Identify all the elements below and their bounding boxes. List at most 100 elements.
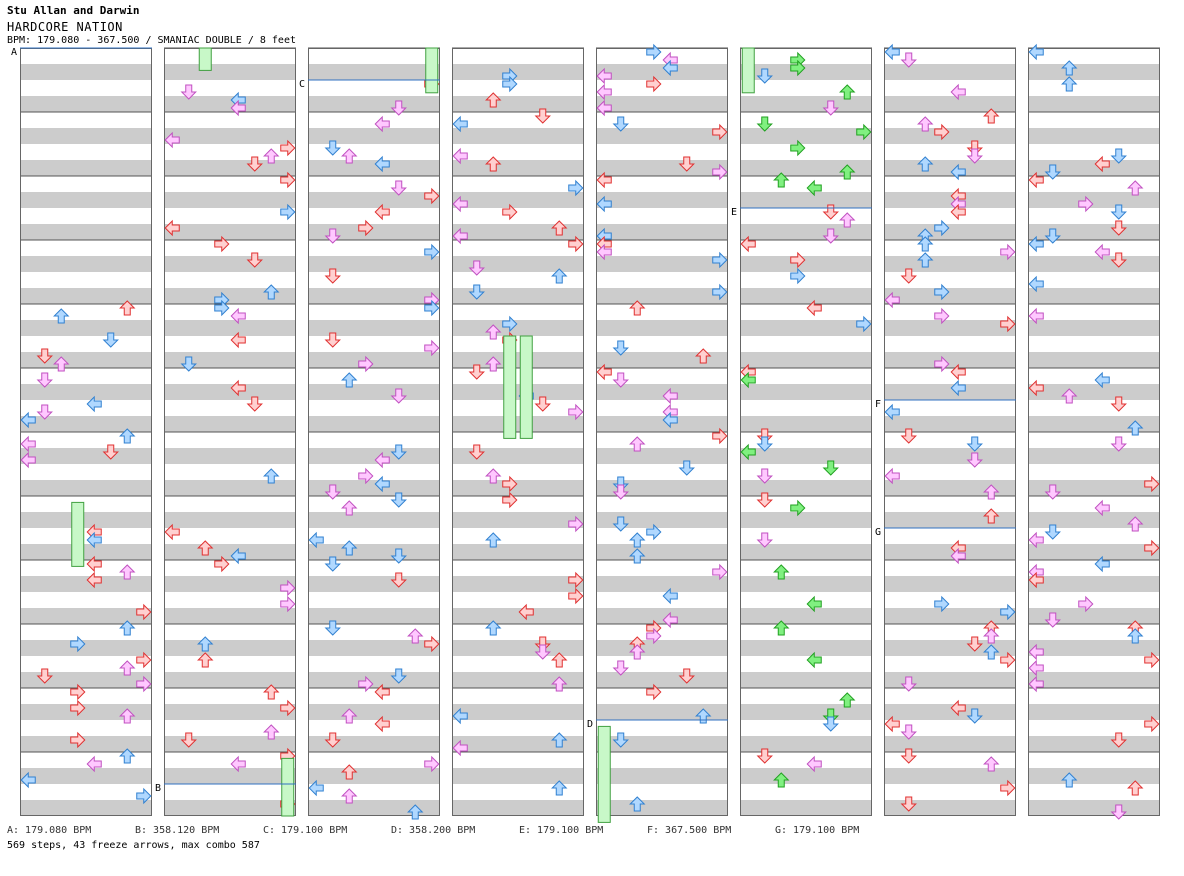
step-arrow — [136, 675, 152, 693]
step-arrow — [20, 771, 36, 789]
step-arrow — [917, 252, 934, 268]
step-arrow — [324, 484, 341, 500]
step-arrow — [390, 572, 407, 588]
step-arrow — [1000, 243, 1016, 261]
step-arrow — [20, 435, 36, 453]
beat-band — [884, 480, 1016, 496]
beat-band — [452, 448, 584, 464]
step-arrow — [712, 123, 728, 141]
beat-band — [164, 448, 296, 464]
step-arrow — [966, 436, 983, 452]
step-arrow — [485, 356, 502, 372]
step-arrow — [1110, 804, 1127, 820]
beat-band — [20, 672, 152, 688]
freeze-arrow — [519, 335, 533, 439]
beat-band — [452, 672, 584, 688]
step-arrow — [1110, 732, 1127, 748]
step-arrow — [1144, 475, 1160, 493]
beat-band — [740, 352, 872, 368]
beat-band — [308, 608, 440, 624]
beat-band — [884, 736, 1016, 752]
step-arrow — [1094, 555, 1110, 573]
beat-band — [20, 704, 152, 720]
beat-band — [20, 416, 152, 432]
beat-band — [164, 128, 296, 144]
beat-band — [20, 448, 152, 464]
step-arrow — [341, 148, 358, 164]
step-arrow — [468, 260, 485, 276]
step-arrow — [534, 644, 551, 660]
beat-band — [884, 352, 1016, 368]
step-arrow — [1028, 571, 1044, 589]
step-arrow — [452, 115, 468, 133]
step-arrow — [1110, 252, 1127, 268]
beat-band — [308, 448, 440, 464]
step-arrow — [551, 268, 568, 284]
step-arrow — [1144, 539, 1160, 557]
step-arrow — [1028, 275, 1044, 293]
step-arrow — [917, 156, 934, 172]
beat-band — [1028, 704, 1160, 720]
bpm-legend-g: G: 179.100 BPM — [775, 825, 860, 836]
beat-band — [452, 128, 584, 144]
step-arrow — [596, 99, 612, 117]
step-arrow — [324, 556, 341, 572]
beat-band — [20, 128, 152, 144]
beat-band — [596, 256, 728, 272]
step-arrow — [86, 555, 102, 573]
bpm-legend-d: D: 358.200 BPM — [391, 825, 476, 836]
step-arrow — [612, 660, 629, 676]
step-arrow — [1127, 180, 1144, 196]
beat-band — [20, 512, 152, 528]
beat-band — [884, 608, 1016, 624]
step-arrow — [950, 699, 966, 717]
beat-band — [308, 320, 440, 336]
step-arrow — [790, 251, 806, 269]
beat-band — [1028, 608, 1160, 624]
beat-band — [884, 640, 1016, 656]
step-arrow — [324, 228, 341, 244]
chart-summary: 569 steps, 43 freeze arrows, max combo 5… — [7, 840, 260, 851]
beat-band — [164, 416, 296, 432]
freeze-arrow — [281, 757, 295, 817]
beat-band — [1028, 224, 1160, 240]
step-arrow — [629, 436, 646, 452]
beat-band — [20, 480, 152, 496]
beat-band — [740, 512, 872, 528]
step-arrow — [1044, 612, 1061, 628]
beat-band — [452, 800, 584, 816]
step-arrow — [230, 755, 246, 773]
beat-band — [452, 256, 584, 272]
beat-band — [884, 384, 1016, 400]
beat-band — [164, 704, 296, 720]
step-arrow — [612, 732, 629, 748]
step-arrow — [678, 156, 695, 172]
step-arrow — [884, 403, 900, 421]
step-arrow — [934, 307, 950, 325]
step-arrow — [246, 156, 263, 172]
step-arrow — [612, 116, 629, 132]
step-arrow — [246, 396, 263, 412]
step-arrow — [790, 499, 806, 517]
step-arrow — [468, 364, 485, 380]
step-arrow — [70, 731, 86, 749]
step-arrow — [485, 324, 502, 340]
step-arrow — [374, 115, 390, 133]
chart-column-border — [884, 48, 1016, 816]
beat-band — [452, 224, 584, 240]
step-arrow — [424, 243, 440, 261]
step-arrow — [773, 564, 790, 580]
beat-band — [740, 160, 872, 176]
step-arrow — [568, 403, 584, 421]
chart-column-border — [596, 48, 728, 816]
beat-band — [20, 288, 152, 304]
step-arrow — [214, 235, 230, 253]
beat-band — [308, 768, 440, 784]
step-arrow — [806, 179, 822, 197]
step-arrow — [934, 283, 950, 301]
step-arrow — [790, 267, 806, 285]
step-arrow — [756, 532, 773, 548]
beat-band — [740, 480, 872, 496]
beat-band — [308, 640, 440, 656]
step-arrow — [341, 540, 358, 556]
